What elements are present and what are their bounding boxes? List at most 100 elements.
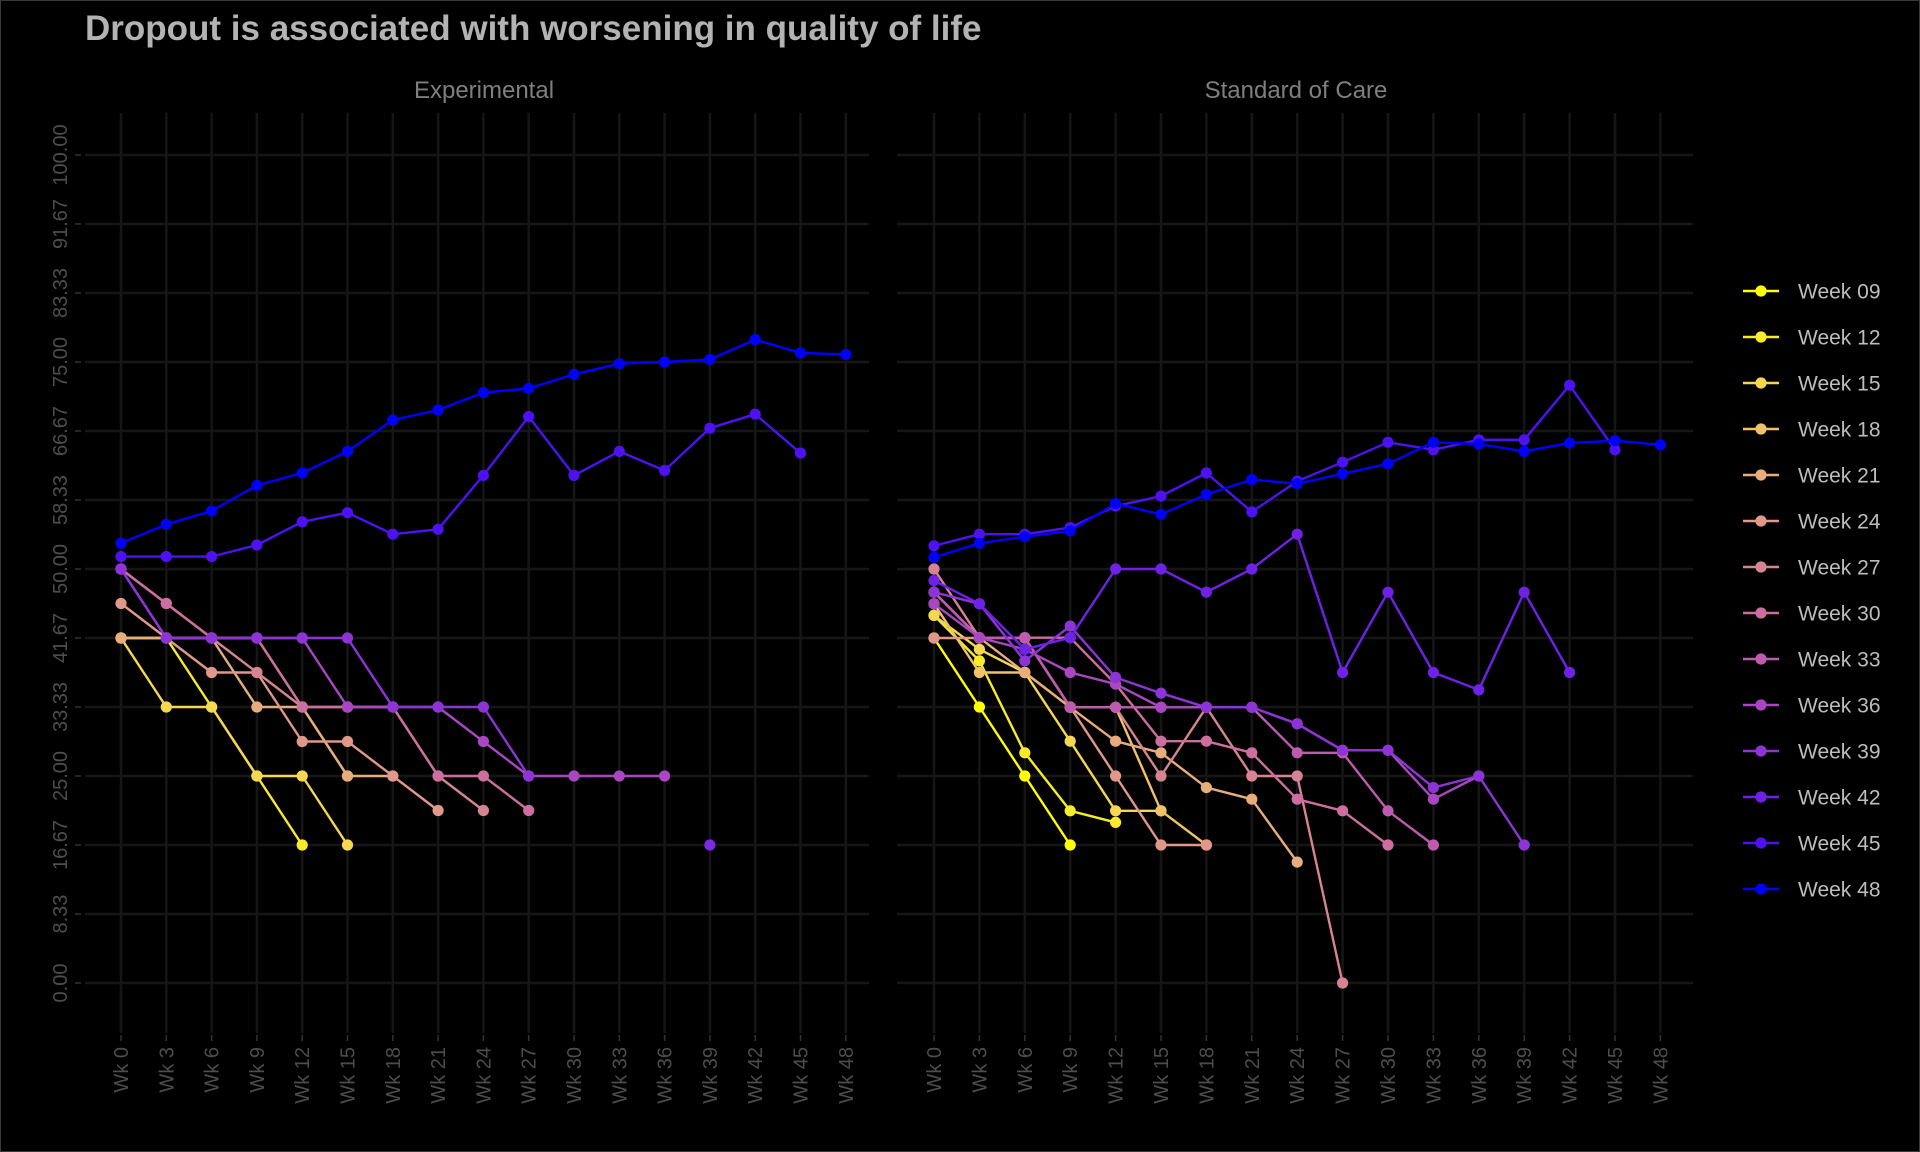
data-point: [296, 467, 308, 479]
data-point: [341, 445, 354, 457]
series-line: [119, 637, 349, 846]
data-point: [251, 666, 263, 679]
data-point: [1200, 782, 1212, 794]
data-point: [704, 422, 716, 434]
data-point: [704, 839, 716, 851]
data-point: [1427, 839, 1439, 851]
legend-item: Week 21: [1743, 465, 1881, 488]
data-point: [1382, 458, 1394, 470]
series-week-39: [928, 586, 1530, 851]
data-point: [1155, 747, 1167, 759]
data-point: [1200, 701, 1212, 713]
data-point: [296, 770, 308, 782]
legend-item: Week 39: [1743, 741, 1881, 764]
x-tick-label: Wk 6: [1015, 1047, 1037, 1093]
data-point: [659, 356, 671, 368]
data-point: [432, 701, 444, 713]
x-tick-label: Wk 24: [1287, 1047, 1309, 1104]
data-point: [1337, 744, 1349, 756]
data-point: [1019, 655, 1031, 667]
data-point: [1155, 770, 1167, 782]
data-point: [1110, 735, 1122, 747]
data-point: [928, 632, 940, 644]
legend-key-point: [1755, 331, 1767, 343]
legend-key-point: [1755, 469, 1767, 481]
legend-item: Week 45: [1743, 833, 1881, 856]
data-point: [928, 540, 940, 552]
legend-label: Week 21: [1798, 465, 1881, 488]
data-point: [1155, 839, 1167, 851]
data-point: [1518, 445, 1530, 457]
data-point: [973, 632, 986, 644]
data-point: [432, 804, 444, 817]
data-point: [477, 469, 489, 481]
data-point: [659, 464, 671, 477]
series-week-42: [928, 528, 1576, 696]
data-point: [206, 666, 218, 679]
x-tick-label: Wk 18: [383, 1047, 405, 1104]
data-point: [613, 358, 625, 370]
x-tick-label: Wk 3: [969, 1047, 991, 1093]
series-week-45: [115, 408, 807, 563]
y-tick-label: 58.33: [50, 475, 72, 525]
data-point: [973, 537, 986, 549]
data-point: [1382, 839, 1394, 851]
data-point: [1064, 620, 1076, 632]
data-point: [659, 770, 671, 782]
data-point: [477, 770, 489, 782]
data-point: [1200, 735, 1212, 747]
x-tick-label: Wk 45: [791, 1047, 813, 1104]
data-point: [115, 563, 127, 575]
data-point: [296, 632, 308, 644]
series-week-45: [928, 379, 1621, 552]
data-point: [928, 551, 940, 564]
data-point: [1200, 586, 1212, 598]
y-tick-label: 8.33: [50, 895, 72, 934]
data-point: [477, 387, 489, 399]
data-point: [115, 537, 127, 549]
data-point: [296, 735, 308, 748]
data-point: [704, 353, 716, 366]
legend-item: Week 09: [1743, 281, 1881, 304]
data-point: [840, 348, 852, 361]
data-point: [251, 539, 263, 551]
data-point: [341, 632, 354, 644]
data-point: [1427, 666, 1439, 679]
data-point: [1473, 438, 1485, 450]
y-tick-label: 33.33: [50, 682, 72, 732]
data-point: [1064, 632, 1076, 644]
series-week-33: [928, 586, 1439, 851]
data-point: [1155, 508, 1167, 520]
data-point: [341, 735, 354, 748]
data-point: [206, 632, 218, 644]
legend-label: Week 45: [1798, 833, 1881, 856]
data-point: [1155, 805, 1167, 817]
data-point: [1564, 379, 1576, 391]
data-point: [341, 839, 354, 851]
data-point: [341, 507, 354, 519]
data-point: [1609, 435, 1621, 447]
series-week-48: [115, 334, 852, 549]
data-point: [928, 598, 940, 610]
data-point: [1200, 839, 1212, 851]
legend-label: Week 48: [1798, 879, 1881, 902]
legend-key-point: [1755, 377, 1767, 389]
data-point: [115, 632, 127, 644]
x-tick-label: Wk 9: [1060, 1047, 1082, 1093]
data-point: [1019, 531, 1031, 543]
data-point: [1246, 747, 1258, 759]
data-point: [523, 804, 535, 817]
data-point: [523, 770, 535, 782]
legend-label: Week 15: [1798, 373, 1881, 396]
data-point: [1382, 744, 1394, 756]
data-point: [928, 563, 940, 575]
data-point: [206, 551, 218, 563]
legend-item: Week 48: [1743, 879, 1881, 902]
data-point: [1155, 687, 1167, 699]
data-point: [1337, 977, 1349, 989]
data-point: [160, 597, 172, 610]
data-point: [749, 334, 761, 346]
series-line: [933, 591, 1526, 846]
